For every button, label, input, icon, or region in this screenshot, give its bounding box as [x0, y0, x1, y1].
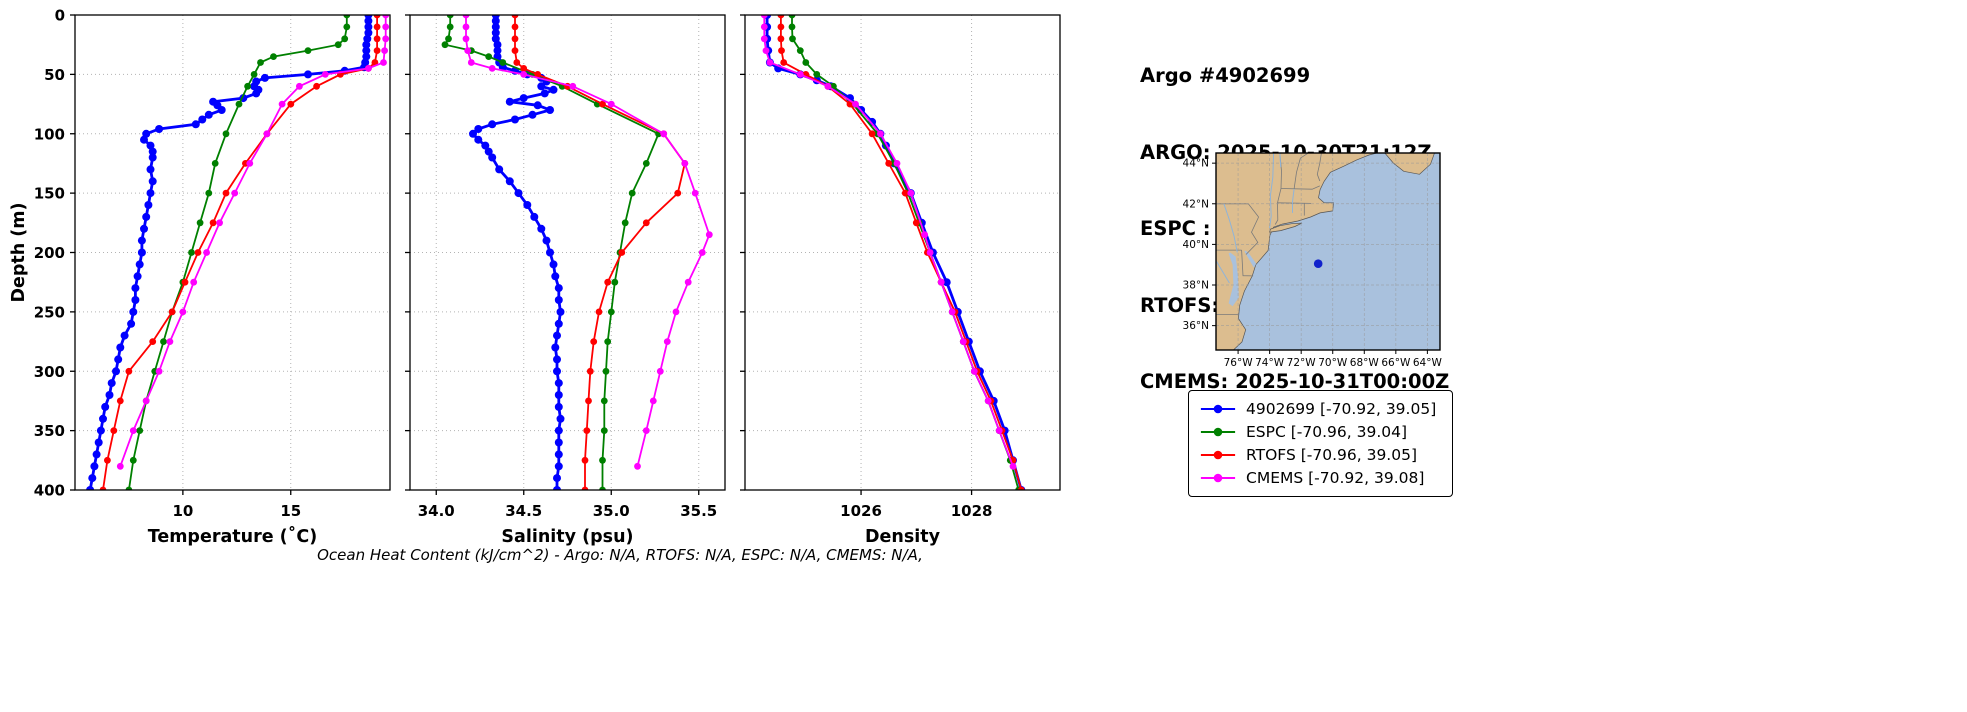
svg-text:10: 10	[172, 502, 193, 520]
svg-text:0: 0	[55, 7, 65, 25]
header-cmems-time: CMEMS: 2025-10-31T00:00Z	[1140, 370, 1450, 393]
RTOFS-line	[102, 15, 379, 490]
svg-text:15: 15	[280, 502, 301, 520]
legend-label-espc: ESPC [-70.96, 39.04]	[1246, 423, 1408, 441]
river	[1223, 203, 1238, 253]
location-map: 36°N 38°N 40°N 42°N 44°N 76°W 74°W 72°W 70°W 68°W…	[1183, 152, 1443, 369]
legend-marker-cmems	[1200, 473, 1236, 483]
bay	[1228, 252, 1239, 307]
svg-text:66°W: 66°W	[1381, 357, 1411, 369]
bay	[1244, 250, 1257, 268]
river	[1269, 153, 1275, 229]
state-border	[1241, 250, 1254, 277]
river	[1216, 260, 1230, 284]
svg-text:72°W: 72°W	[1287, 357, 1317, 369]
legend: 4902699 [-70.92, 39.05] ESPC [-70.96, 39…	[1188, 390, 1454, 497]
svg-text:200: 200	[34, 244, 65, 262]
x-axis-label: Temperature (˚C)	[148, 525, 318, 547]
axes-frame	[74, 14, 391, 491]
river	[1279, 153, 1282, 168]
state-border	[1280, 185, 1320, 190]
header-title: Argo #4902699	[1140, 64, 1311, 87]
river	[1292, 188, 1295, 213]
x-axis-label: Density	[865, 527, 941, 547]
svg-text:68°W: 68°W	[1350, 357, 1380, 369]
svg-text:50: 50	[44, 66, 65, 84]
subplot-temperature-c-: 10 15050100150200250300350400Temperature …	[34, 7, 391, 547]
map-frame	[1215, 152, 1441, 351]
svg-text:1026: 1026	[840, 502, 882, 520]
svg-text:64°W: 64°W	[1413, 357, 1443, 369]
svg-text:34.0: 34.0	[418, 502, 455, 520]
svg-text:34.5: 34.5	[505, 502, 542, 520]
x-axis-label: Salinity (psu)	[501, 527, 633, 547]
svg-text:36°N: 36°N	[1183, 320, 1209, 332]
svg-text:70°W: 70°W	[1318, 357, 1348, 369]
svg-text:250: 250	[34, 303, 65, 321]
legend-item-rtofs: RTOFS [-70.96, 39.05]	[1199, 446, 1436, 464]
state-border	[1274, 153, 1282, 225]
RTOFS-line	[514, 15, 686, 490]
legend-label-cmems: CMEMS [-70.92, 39.08]	[1246, 469, 1425, 487]
legend-item-argo: 4902699 [-70.92, 39.05]	[1199, 400, 1436, 418]
svg-text:74°W: 74°W	[1255, 357, 1285, 369]
legend-marker-argo	[1200, 404, 1236, 414]
state-border	[1316, 153, 1322, 182]
legend-item-cmems: CMEMS [-70.92, 39.08]	[1199, 469, 1436, 487]
land	[1269, 222, 1303, 233]
svg-text:35.5: 35.5	[680, 502, 717, 520]
ohc-footnote: Ocean Heat Content (kJ/cm^2) - Argo: N/A…	[317, 546, 923, 564]
state-border	[1293, 153, 1309, 189]
location-map-wrap: 36°N 38°N 40°N 42°N 44°N 76°W 74°W 72°W 70°W 68°W…	[1170, 148, 1462, 380]
svg-text:42°N: 42°N	[1183, 198, 1209, 210]
legend-item-espc: ESPC [-70.96, 39.04]	[1199, 423, 1436, 441]
svg-text:76°W: 76°W	[1224, 357, 1254, 369]
state-border	[1277, 202, 1312, 204]
svg-text:40°N: 40°N	[1183, 239, 1209, 251]
float-position-marker	[1313, 259, 1323, 268]
svg-text:38°N: 38°N	[1183, 280, 1209, 292]
legend-label-rtofs: RTOFS [-70.96, 39.05]	[1246, 446, 1418, 464]
subplot-density: 1026 1028 Density	[740, 14, 1061, 547]
subplot-salinity-psu-: 34.0 34.5 35.0 35.5 Salinity (psu)	[405, 14, 726, 547]
svg-text:44°N: 44°N	[1183, 158, 1209, 170]
y-axis-label: Depth (m)	[9, 202, 29, 302]
svg-text:35.0: 35.0	[593, 502, 630, 520]
svg-text:100: 100	[34, 125, 65, 143]
legend-marker-espc	[1200, 427, 1236, 437]
axes-frame	[744, 14, 1061, 491]
state-border	[1245, 216, 1259, 255]
svg-text:1028: 1028	[951, 502, 993, 520]
svg-text:150: 150	[34, 185, 65, 203]
land	[1216, 153, 1377, 350]
legend-marker-rtofs	[1200, 450, 1236, 460]
legend-label-argo: 4902699 [-70.92, 39.05]	[1246, 400, 1437, 418]
profile-plots: 10 15050100150200250300350400Temperature …	[9, 7, 1061, 547]
svg-text:300: 300	[34, 363, 65, 381]
svg-text:400: 400	[34, 482, 65, 500]
CMEMS-line	[763, 15, 1014, 467]
svg-text:350: 350	[34, 422, 65, 440]
